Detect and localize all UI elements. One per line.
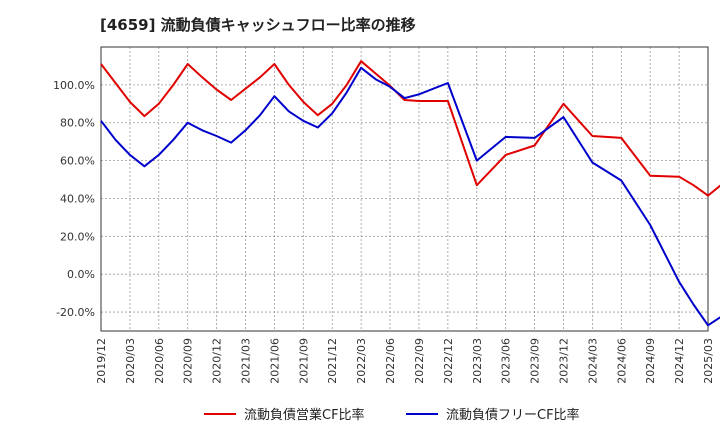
- y-tick-label: 40.0%: [60, 192, 95, 205]
- x-tick-label: 2025/03: [702, 338, 715, 384]
- series-line-1: [100, 60, 720, 197]
- legend-label-2: 流動負債フリーCF比率: [446, 407, 580, 423]
- legend-label-1: 流動負債営業CF比率: [244, 407, 365, 423]
- y-tick-label: 60.0%: [60, 155, 95, 168]
- x-tick-label: 2024/06: [615, 338, 628, 384]
- series-line-2: [100, 66, 720, 327]
- x-tick-label: 2020/06: [153, 338, 166, 384]
- x-tick-label: 2020/12: [211, 338, 224, 384]
- x-tick-label: 2021/03: [240, 338, 253, 384]
- x-tick-label: 2024/09: [644, 338, 657, 384]
- x-tick-label: 2019/12: [95, 338, 108, 384]
- y-tick-label: 100.0%: [53, 79, 95, 92]
- x-tick-label: 2020/03: [124, 338, 137, 384]
- x-tick-label: 2022/12: [442, 338, 455, 384]
- x-tick-label: 2022/06: [384, 338, 397, 384]
- x-tick-label: 2022/03: [355, 338, 368, 384]
- x-tick-label: 2021/06: [268, 338, 281, 384]
- x-tick-label: 2023/12: [557, 338, 570, 384]
- legend: 流動負債営業CF比率 流動負債フリーCF比率: [204, 407, 580, 423]
- plot-frame: [100, 46, 709, 332]
- x-tick-label: 2024/12: [673, 338, 686, 384]
- x-tick-label: 2024/03: [586, 338, 599, 384]
- x-tick-label: 2023/06: [500, 338, 513, 384]
- x-tick-label: 2021/09: [297, 338, 310, 384]
- x-tick-label: 2020/09: [182, 338, 195, 384]
- x-tick-label: 2023/09: [529, 338, 542, 384]
- axis-layer: -20.0% 0.0% 20.0% 40.0% 60.0% 80.0% 100.0% 2019…: [53, 46, 715, 384]
- y-tick-label: 80.0%: [60, 117, 95, 130]
- y-tick-label: 20.0%: [60, 230, 95, 243]
- x-tick-label: 2023/03: [471, 338, 484, 384]
- series-layer: [100, 60, 720, 327]
- y-tick-label: 0.0%: [67, 268, 95, 281]
- x-tick-label: 2022/09: [413, 338, 426, 384]
- y-tick-label: -20.0%: [56, 306, 95, 319]
- x-tick-label: 2021/12: [326, 338, 339, 384]
- grid-layer: [101, 47, 708, 331]
- chart-title: [4659] 流動負債キャッシュフロー比率の推移: [100, 16, 416, 34]
